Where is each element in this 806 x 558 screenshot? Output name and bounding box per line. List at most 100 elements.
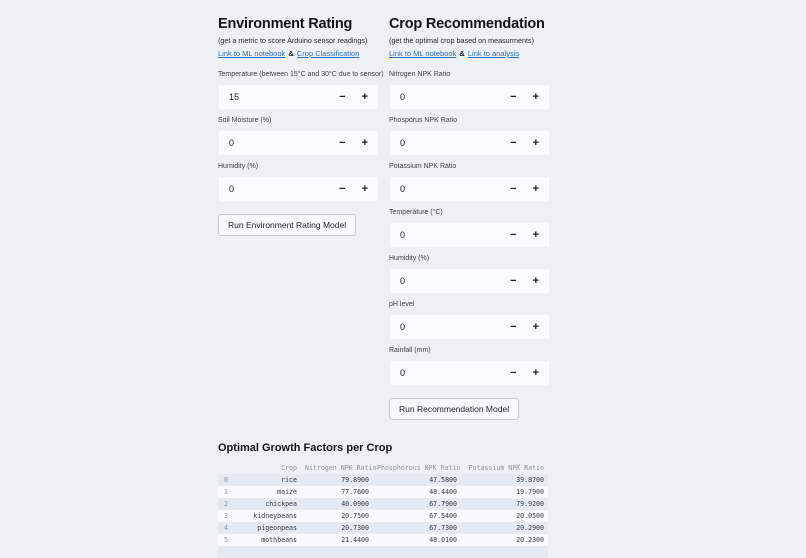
potassium-cell: 39.8700 [516, 475, 544, 484]
increment-button[interactable]: + [532, 274, 539, 287]
crop-recommendation-subtitle: (get the optimal crop based on measurmen… [389, 36, 535, 45]
potassium-cell: 19.7900 [516, 487, 544, 496]
humidity-env-stepper[interactable]: 0 − + [218, 176, 379, 202]
table-header-row: Crop Nitrogen NPK Ratio Phosphorous NPK … [218, 462, 548, 474]
table-row: 4 pigeonpeas 20.7300 67.7300 20.2900 [218, 522, 548, 534]
decrement-button[interactable]: − [510, 182, 517, 195]
increment-button[interactable]: + [361, 90, 368, 103]
increment-button[interactable]: + [532, 320, 539, 333]
soil-moisture-label: Soil Moisture (%) [218, 117, 272, 124]
decrement-button[interactable]: − [510, 228, 517, 241]
stepper-value[interactable]: 0 [229, 184, 235, 194]
increment-button[interactable]: + [361, 136, 368, 149]
env-ml-notebook-link[interactable]: Link to ML notebook [218, 49, 286, 58]
crop-recommendation-section: Crop Recommendation (get the optimal cro… [389, 16, 550, 420]
crop-ml-notebook-link[interactable]: Link to ML notebook [389, 49, 457, 58]
crop-recommendation-title: Crop Recommendation [389, 16, 545, 32]
soil-moisture-stepper[interactable]: 0 − + [218, 130, 379, 156]
stepper-value[interactable]: 0 [229, 138, 235, 148]
field-phosporus: Phosporus NPK Ratio 0 − + [389, 117, 550, 156]
phosphorous-cell: 67.7300 [429, 523, 457, 532]
stepper-value[interactable]: 0 [400, 184, 406, 194]
app-content: Environment Rating (get a metric to scor… [218, 0, 550, 558]
field-potassium: Potassium NPK Ratio 0 − + [389, 163, 550, 202]
field-rainfall: Rainfall (mm) 0 − + [389, 347, 550, 386]
run-environment-rating-button[interactable]: Run Environment Rating Model [218, 214, 357, 236]
phosphorous-cell: 48.0100 [429, 535, 457, 544]
crop-cell: rice [281, 475, 297, 484]
increment-button[interactable]: + [532, 366, 539, 379]
stepper-value[interactable]: 0 [400, 368, 406, 378]
row-index: 0 [224, 475, 228, 484]
table-row: 5 mothbeans 21.4400 48.0100 20.2300 [218, 534, 548, 546]
increment-button[interactable]: + [532, 228, 539, 241]
environment-rating-section: Environment Rating (get a metric to scor… [218, 16, 384, 420]
decrement-button[interactable]: − [339, 90, 346, 103]
column-header-crop: Crop [281, 463, 297, 472]
temperature-sensor-stepper[interactable]: 15 − + [218, 84, 379, 110]
table-row: 1 maize 77.7600 48.4400 19.7900 [218, 486, 548, 498]
column-header-nitrogen: Nitrogen NPK Ratio [305, 463, 377, 472]
nitrogen-cell: 21.4400 [341, 535, 369, 544]
phosphorous-cell: 67.5400 [429, 511, 457, 520]
field-temperature: Temperature (°C) 0 − + [389, 209, 550, 248]
decrement-button[interactable]: − [339, 136, 346, 149]
row-index: 3 [224, 511, 228, 520]
rainfall-label: Rainfall (mm) [389, 347, 431, 354]
humidity-stepper[interactable]: 0 − + [389, 268, 550, 294]
nitrogen-cell: 77.7600 [341, 487, 369, 496]
potassium-cell: 20.2300 [516, 535, 544, 544]
crop-recommendation-links: Link to ML notebook & Link to analysis [389, 49, 550, 58]
ph-level-label: pH level [389, 301, 415, 308]
decrement-button[interactable]: − [339, 182, 346, 195]
stepper-value[interactable]: 0 [400, 230, 406, 240]
form-columns: Environment Rating (get a metric to scor… [218, 0, 550, 420]
crop-cell: pigeonpeas [257, 523, 297, 532]
phosphorous-cell: 47.5800 [429, 475, 457, 484]
increment-button[interactable]: + [532, 136, 539, 149]
decrement-button[interactable]: − [510, 136, 517, 149]
table-row: 2 chickpea 40.0900 67.7900 79.9200 [218, 498, 548, 510]
row-index: 1 [224, 487, 228, 496]
optimal-growth-table: Crop Nitrogen NPK Ratio Phosphorous NPK … [218, 462, 548, 558]
decrement-button[interactable]: − [510, 274, 517, 287]
column-header-index [218, 462, 232, 474]
crop-cell: kidneybeans [253, 511, 297, 520]
stepper-value[interactable]: 0 [400, 276, 406, 286]
field-nitrogen: Nitrogen NPK Ratio 0 − + [389, 71, 550, 110]
humidity-env-label: Humidity (%) [218, 163, 259, 170]
column-header-potassium: Potassium NPK Ratio [468, 463, 544, 472]
column-header-phosphorous: Phosphorous NPK Ratio [377, 463, 461, 472]
row-index: 2 [224, 499, 228, 508]
table-title: Optimal Growth Factors per Crop [218, 442, 393, 454]
field-humidity: Humidity (%) 0 − + [389, 255, 550, 294]
decrement-button[interactable]: − [510, 320, 517, 333]
stepper-value[interactable]: 0 [400, 322, 406, 332]
optimal-growth-table-section: Optimal Growth Factors per Crop Crop Nit… [218, 442, 548, 558]
stepper-value[interactable]: 0 [400, 92, 406, 102]
potassium-stepper[interactable]: 0 − + [389, 176, 550, 202]
potassium-cell: 20.0500 [516, 511, 544, 520]
phosporus-stepper[interactable]: 0 − + [389, 130, 550, 156]
environment-rating-title: Environment Rating [218, 16, 353, 32]
increment-button[interactable]: + [532, 90, 539, 103]
crop-cell: maize [277, 487, 297, 496]
increment-button[interactable]: + [532, 182, 539, 195]
temperature-stepper[interactable]: 0 − + [389, 222, 550, 248]
row-index: 5 [224, 535, 228, 544]
stepper-value[interactable]: 0 [400, 138, 406, 148]
analysis-link[interactable]: Link to analysis [467, 49, 520, 58]
table-row: 0 rice 79.8900 47.5800 39.8700 [218, 474, 548, 486]
decrement-button[interactable]: − [510, 366, 517, 379]
ampersand-text: & [288, 49, 294, 58]
potassium-cell: 79.9200 [516, 499, 544, 508]
nitrogen-stepper[interactable]: 0 − + [389, 84, 550, 110]
decrement-button[interactable]: − [510, 90, 517, 103]
nitrogen-cell: 40.0900 [341, 499, 369, 508]
stepper-value[interactable]: 15 [229, 92, 240, 102]
ph-level-stepper[interactable]: 0 − + [389, 314, 550, 340]
run-recommendation-button[interactable]: Run Recommendation Model [389, 398, 520, 420]
rainfall-stepper[interactable]: 0 − + [389, 360, 550, 386]
increment-button[interactable]: + [361, 182, 368, 195]
crop-classification-link[interactable]: Crop Classification [296, 49, 360, 58]
